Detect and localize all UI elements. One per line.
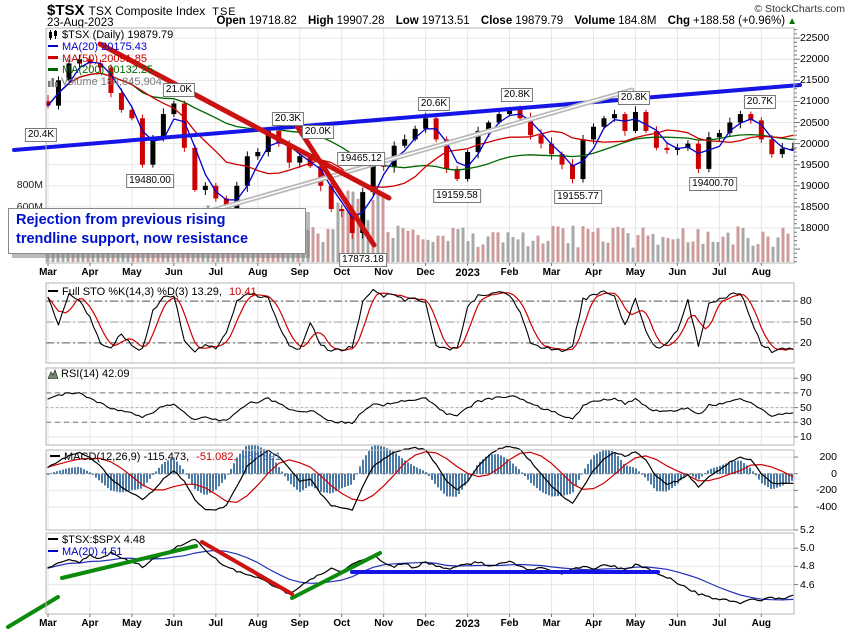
area-chart-icon [47,368,59,380]
open-label: Open [216,15,246,27]
low-label: Low [395,15,419,27]
sto-legend: Full STO %K(14,3) %D(3) 13.29, 10.41 [48,286,257,299]
price-legend: $TSX (Daily) 19879.79 MA(20) 20175.43 MA… [48,29,174,89]
sto-d-line [47,292,794,351]
ma50-line-swatch [48,56,58,59]
macd-line [47,445,794,511]
ratio-legend-line2: MA(20) 4.51 [48,546,145,559]
low-value: 19713.51 [421,15,470,27]
volume-label: Volume [574,15,616,27]
chart-date: 23-Aug-2023 [47,17,114,29]
ratio-legend: $TSX:$SPX 4.48 MA(20) 4.51 [48,534,145,559]
chg-value: +188.58 (+0.96%) [693,15,786,27]
ratio-ma-line [47,549,794,601]
up-triangle-icon: ▲ [787,16,797,27]
chg-label: Chg [667,15,691,27]
annotation-trendlines [6,41,802,629]
macd-legend-text: MACD(12,26,9) -115.473, [64,451,190,463]
quote-summary: Open 19718.82 High 19907.28 Low 19713.51 Cl… [208,15,797,27]
ratio-line-swatch [48,537,58,541]
exchange-label: TSE [212,6,237,18]
annotation-callout: Rejection from previous rising trendline… [8,208,306,254]
ratio-legend-line1: $TSX:$SPX 4.48 [48,534,145,547]
ma200-legend: MA(200) 20132.25 [48,64,173,77]
macd-signal-value: -51.082, [196,451,237,463]
copyright-link[interactable]: © StockCharts.com [754,3,845,15]
macd-hist-value: -64.391 [243,451,281,463]
chart-title: $TSX TSX Composite Index TSE [47,2,237,20]
price-legend-title: $TSX (Daily) 19879.79 [48,29,174,42]
price-legend-text: $TSX (Daily) 19879.79 [62,29,174,41]
volume-value: 184.8M [618,15,657,27]
rsi-grid [46,368,794,445]
sto-k-swatch [48,289,58,293]
rsi-legend: RSI(14) 42.09 [47,368,130,381]
callout-line-1: Rejection from previous rising [16,212,226,228]
price-moving-averages [47,61,794,219]
ratio-ma-swatch [48,549,58,553]
sto-legend-text: Full STO %K(14,3) %D(3) 13.29, [62,286,222,298]
macd-line-swatch [50,454,60,458]
ma20-line-swatch [48,44,58,48]
macd-legend: MACD(12,26,9) -115.473, -51.082, -64.391 [50,451,281,464]
instrument-name: TSX Composite Index [88,4,206,18]
ticker-symbol: $TSX [47,2,85,19]
panel-borders [45,27,800,617]
close-label: Close [480,15,513,27]
ma50-legend: MA(50) 20091.85 [48,53,173,66]
ma20-legend: MA(20) 20175.43 [48,41,173,54]
callout-line-2: trendline support, now resistance [16,231,249,247]
sto-d-value: 10.41 [229,286,257,298]
high-value: 19907.28 [336,15,385,27]
macd-signal-line [47,451,794,503]
volume-bars-icon [48,77,58,87]
close-value: 19879.79 [515,15,564,27]
rsi-line [47,392,794,425]
high-label: High [308,15,334,27]
ma200-line-swatch [48,68,58,71]
sto-k-line [47,288,794,354]
open-value: 19718.82 [248,15,297,27]
rsi-legend-text: RSI(14) 42.09 [61,368,130,380]
candlestick-icon [49,30,57,41]
volume-legend: Volume 184,845,904 [48,76,173,89]
